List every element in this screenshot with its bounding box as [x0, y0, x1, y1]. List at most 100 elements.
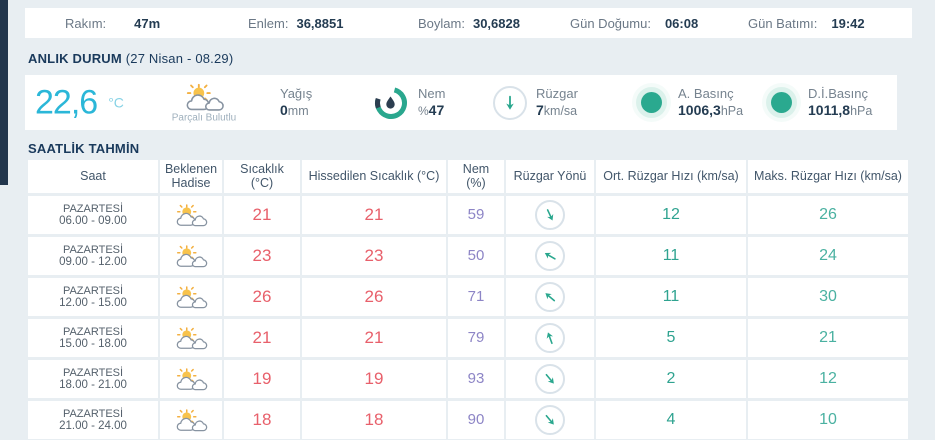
table-row: PAZARTESİ 12.00 - 15.00 26 26 71 11 30 [28, 277, 908, 316]
humidity-value: 47 [428, 101, 445, 118]
pressure-dot-icon [763, 85, 799, 121]
row-max-wind: 12 [748, 359, 908, 398]
row-temp: 18 [224, 400, 300, 439]
humidity-prefix: % [418, 103, 429, 118]
row-feels-temp: 26 [302, 277, 446, 316]
row-humidity: 71 [448, 277, 504, 316]
pressure-label: A. Basınç [678, 85, 734, 101]
partly-cloudy-icon [176, 326, 208, 350]
table-row: PAZARTESİ 18.00 - 21.00 19 19 93 2 12 [28, 359, 908, 398]
altitude-value: 47m [134, 15, 161, 31]
row-temp: 21 [224, 318, 300, 357]
row-day: PAZARTESİ [62, 407, 124, 420]
row-avg-wind: 4 [596, 400, 746, 439]
wind-direction-icon [535, 199, 565, 230]
wind-label: Rüzgar [536, 85, 578, 101]
sunrise-info: Gün Doğumu: 06:08 [570, 8, 698, 38]
col-header-time: Saat [28, 160, 158, 193]
row-avg-wind: 11 [596, 236, 746, 275]
row-temp: 23 [224, 236, 300, 275]
latitude-label: Enlem: [248, 15, 289, 31]
sunset-label: Gün Batımı: [748, 15, 818, 31]
row-max-wind: 21 [748, 318, 908, 357]
pressure-dot-icon [633, 85, 669, 121]
row-max-wind: 24 [748, 236, 908, 275]
current-conditions-card: 22,6 °C Parçalı Bulutlu Yağış 0mm Nem %47… [25, 75, 897, 130]
sunset-info: Gün Batımı: 19:42 [748, 8, 865, 38]
table-row: PAZARTESİ 09.00 - 12.00 23 23 50 11 24 [28, 236, 908, 275]
row-day: PAZARTESİ [62, 284, 124, 297]
row-temp: 26 [224, 277, 300, 316]
partly-cloudy-icon [186, 83, 224, 111]
humidity-block: Nem %47 [373, 85, 445, 121]
current-condition: Parçalı Bulutlu [147, 82, 261, 123]
latitude-info: Enlem: 36,8851 [248, 8, 343, 38]
partly-cloudy-icon [176, 244, 208, 268]
wind-direction-icon [535, 363, 565, 394]
wind-direction-icon [535, 404, 565, 435]
row-time: 21.00 - 24.00 [59, 419, 127, 432]
precipitation-label: Yağış [280, 85, 313, 101]
sunset-value: 19:42 [831, 15, 865, 31]
sea-pressure-unit: hPa [850, 103, 873, 118]
humidity-label: Nem [418, 85, 446, 101]
latitude-value: 36,8851 [296, 15, 344, 31]
altitude-info: Rakım: 47m [65, 8, 160, 38]
sea-pressure-value: 1011,8 [808, 101, 851, 118]
col-header-condition: Beklenen Hadise [160, 160, 222, 193]
col-header-wind-dir: Rüzgar Yönü [506, 160, 594, 193]
row-humidity: 50 [448, 236, 504, 275]
wind-direction-icon [535, 240, 565, 271]
wind-direction-icon [535, 281, 565, 312]
row-avg-wind: 2 [596, 359, 746, 398]
table-row: PAZARTESİ 06.00 - 09.00 21 21 59 12 26 [28, 195, 908, 234]
row-humidity: 93 [448, 359, 504, 398]
longitude-info: Boylam: 30,6828 [418, 8, 520, 38]
row-feels-temp: 21 [302, 195, 446, 234]
row-feels-temp: 18 [302, 400, 446, 439]
current-title-date: (27 Nisan - 08.29) [125, 51, 234, 66]
row-time: 18.00 - 21.00 [59, 378, 127, 391]
row-feels-temp: 21 [302, 318, 446, 357]
row-time: 15.00 - 18.00 [59, 337, 127, 350]
hourly-forecast-table: Saat Beklenen Hadise Sıcaklık (°C) Hisse… [26, 157, 910, 440]
wind-value: 7 [536, 101, 544, 118]
sea-pressure-label: D.İ.Basınç [808, 85, 868, 101]
sunrise-value: 06:08 [664, 15, 699, 31]
current-section-title: ANLIK DURUM (27 Nisan - 08.29) [28, 51, 233, 66]
current-title-text: ANLIK DURUM [28, 51, 122, 66]
col-header-avg-wind: Ort. Rüzgar Hızı (km/sa) [596, 160, 746, 193]
wind-direction-icon [493, 85, 527, 120]
partly-cloudy-icon [176, 285, 208, 309]
page-edge-strip [0, 0, 8, 185]
row-avg-wind: 12 [596, 195, 746, 234]
row-time: 12.00 - 15.00 [59, 296, 127, 309]
row-avg-wind: 11 [596, 277, 746, 316]
humidity-gauge-icon [375, 86, 407, 119]
precipitation-value: 0 [280, 101, 288, 118]
row-feels-temp: 23 [302, 236, 446, 275]
col-header-max-wind: Maks. Rüzgar Hızı (km/sa) [748, 160, 908, 193]
row-avg-wind: 5 [596, 318, 746, 357]
row-time: 09.00 - 12.00 [59, 255, 127, 268]
altitude-label: Rakım: [65, 15, 107, 31]
row-time: 06.00 - 09.00 [59, 214, 127, 227]
wind-unit: km/sa [543, 103, 578, 118]
partly-cloudy-icon [176, 203, 208, 227]
col-header-feels: Hissedilen Sıcaklık (°C) [302, 160, 446, 193]
current-temperature: 22,6 °C [35, 83, 124, 122]
sunrise-label: Gün Doğumu: [570, 15, 651, 31]
row-max-wind: 10 [748, 400, 908, 439]
row-day: PAZARTESİ [62, 366, 124, 379]
table-header-row: Saat Beklenen Hadise Sıcaklık (°C) Hisse… [28, 160, 908, 193]
row-feels-temp: 19 [302, 359, 446, 398]
col-header-temp: Sıcaklık (°C) [224, 160, 300, 193]
precipitation-block: Yağış 0mm [280, 86, 312, 120]
partly-cloudy-icon [176, 408, 208, 432]
pressure-block: A. Basınç 1006,3hPa [633, 85, 743, 121]
row-temp: 19 [224, 359, 300, 398]
longitude-value: 30,6828 [472, 15, 520, 31]
temperature-value: 22,6 [35, 83, 98, 121]
pressure-unit: hPa [720, 103, 744, 118]
hourly-section-title: SAATLİK TAHMİN [28, 141, 140, 156]
